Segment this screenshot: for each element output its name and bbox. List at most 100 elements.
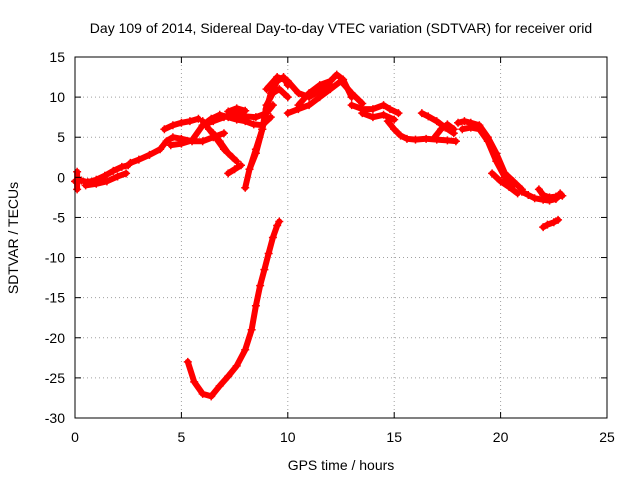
series-band	[431, 121, 457, 141]
data-point	[458, 125, 467, 134]
series-arc-11	[224, 104, 250, 116]
data-point	[247, 325, 256, 334]
data-point	[430, 133, 439, 142]
grid	[75, 57, 607, 418]
data-point	[145, 150, 154, 159]
data-point	[241, 183, 250, 192]
y-tick-label: -10	[45, 250, 65, 266]
data-point	[230, 165, 239, 174]
data-point	[379, 101, 388, 110]
data-point	[460, 117, 469, 126]
data-point	[207, 392, 216, 401]
x-tick-label: 25	[599, 429, 615, 445]
data-point	[358, 109, 367, 118]
data-point	[539, 223, 548, 232]
y-tick-label: 10	[49, 89, 65, 105]
data-point	[475, 125, 484, 134]
data-point	[251, 113, 260, 122]
data-point	[262, 101, 271, 110]
data-point	[224, 372, 233, 381]
data-point	[275, 217, 284, 226]
data-point	[530, 194, 539, 203]
data-point	[109, 166, 118, 175]
data-point	[245, 165, 254, 174]
data-point	[558, 191, 567, 200]
series-arc-3	[73, 167, 82, 194]
series-band	[210, 130, 240, 165]
data-point	[543, 220, 552, 229]
data-point	[273, 73, 282, 82]
data-point	[183, 357, 192, 366]
data-point	[241, 106, 250, 115]
data-point	[305, 89, 314, 98]
data-point	[539, 190, 548, 199]
data-point	[241, 117, 250, 126]
data-point	[394, 109, 403, 118]
data-point	[73, 167, 82, 176]
data-point	[551, 192, 560, 201]
data-point	[454, 118, 463, 127]
series-band	[540, 216, 562, 231]
series-arc-16	[294, 70, 356, 110]
data-point	[368, 105, 377, 114]
data-point	[517, 187, 526, 196]
data-point	[500, 173, 509, 182]
data-point	[113, 172, 122, 181]
data-point	[483, 137, 492, 146]
data-point	[126, 158, 135, 167]
series-arc-17	[347, 101, 403, 118]
data-point	[258, 125, 267, 134]
data-point	[100, 171, 109, 180]
data-point	[224, 169, 233, 178]
data-point	[488, 169, 497, 178]
data-point	[390, 125, 399, 134]
plot-frame	[74, 56, 608, 419]
data-point	[232, 361, 241, 370]
series-arc-21	[430, 120, 458, 142]
y-tick-label: 0	[57, 169, 65, 185]
data-point	[326, 77, 335, 86]
data-point	[177, 139, 186, 148]
data-point	[505, 182, 514, 191]
y-tick-label: -25	[45, 370, 65, 386]
data-point	[81, 181, 90, 190]
series-band	[184, 218, 283, 400]
data-point	[207, 114, 216, 123]
data-point	[166, 141, 175, 150]
data-point	[549, 218, 558, 227]
data-point	[326, 85, 335, 94]
data-point	[275, 85, 284, 94]
x-tick-label: 5	[178, 429, 186, 445]
x-tick-label: 0	[71, 429, 79, 445]
data-point	[73, 185, 82, 194]
data-point	[294, 89, 303, 98]
x-tick-label: 20	[493, 429, 509, 445]
series-arc-10	[224, 161, 245, 178]
series-arc-19	[383, 117, 460, 146]
data-point	[283, 93, 292, 102]
x-tick-label: 10	[280, 429, 296, 445]
data-point	[383, 117, 392, 126]
y-tick-label: 15	[49, 49, 65, 65]
data-point	[390, 115, 399, 124]
series-arc-9	[209, 129, 241, 166]
data-point	[534, 185, 543, 194]
data-point	[424, 112, 433, 121]
data-point	[249, 120, 258, 129]
data-point	[379, 110, 388, 119]
data-point	[396, 131, 405, 140]
data-point	[385, 105, 394, 114]
data-point	[422, 134, 431, 143]
data-point	[205, 125, 214, 134]
data-point	[417, 109, 426, 118]
data-point	[160, 125, 169, 134]
data-point	[232, 115, 241, 124]
data-point	[411, 135, 420, 144]
data-point	[251, 149, 260, 158]
data-point	[185, 117, 194, 126]
data-point	[443, 136, 452, 145]
data-point	[122, 169, 131, 178]
data-point	[232, 157, 241, 166]
data-point	[283, 77, 292, 86]
series-arc-18	[358, 109, 399, 124]
